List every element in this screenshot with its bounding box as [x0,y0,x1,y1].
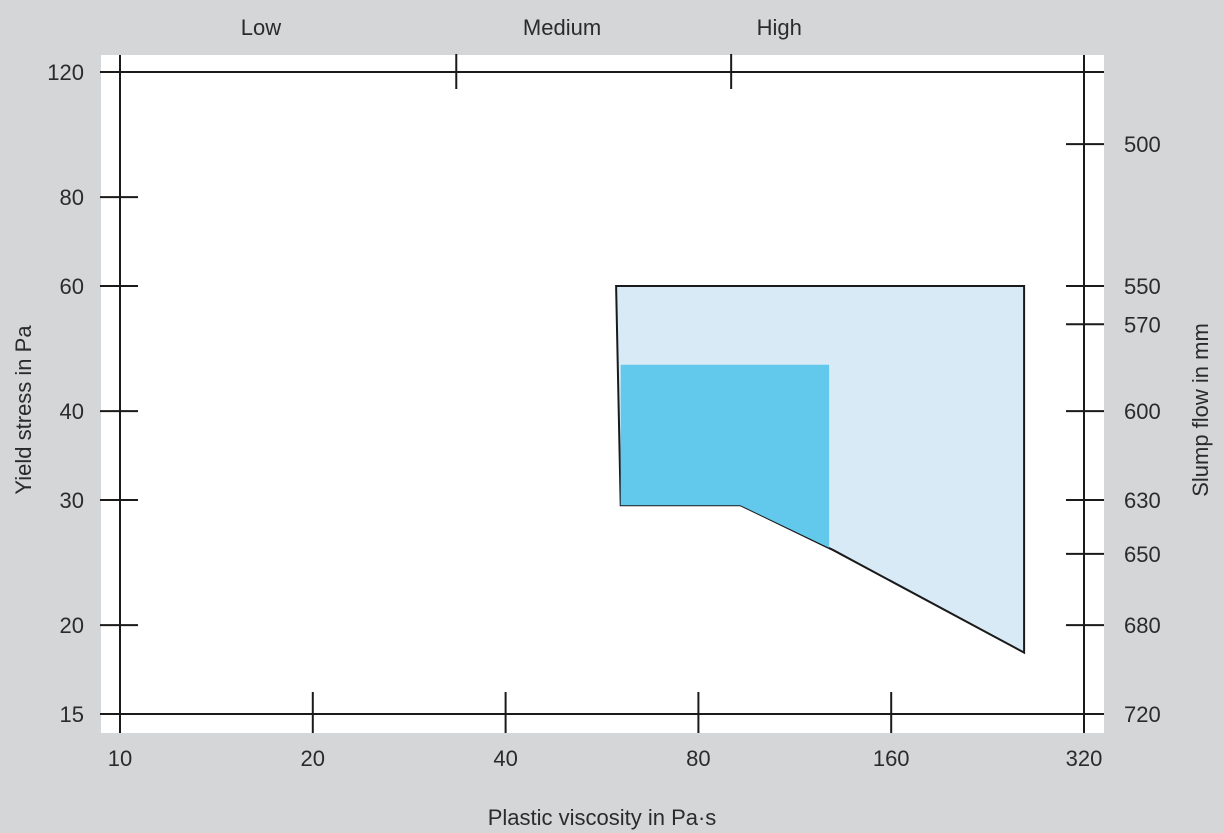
top-category-label: Medium [523,15,601,40]
x-tick-label: 160 [873,746,910,771]
region-inner [620,364,830,548]
y-tick-label: 40 [60,399,84,424]
y2-tick-label: 650 [1124,542,1161,567]
y-tick-label: 120 [47,60,84,85]
y2-tick-label: 630 [1124,488,1161,513]
y-tick-label: 60 [60,274,84,299]
x-tick-label: 320 [1066,746,1103,771]
top-category-label: Low [241,15,281,40]
y-axis-title: Yield stress in Pa [11,325,36,495]
y2-tick-label: 500 [1124,132,1161,157]
y-tick-label: 15 [60,702,84,727]
y2-tick-label: 550 [1124,274,1161,299]
top-category-label: High [757,15,802,40]
y-tick-label: 20 [60,613,84,638]
x-axis-title: Plastic viscosity in Pa·s [488,805,717,830]
x-tick-label: 10 [108,746,132,771]
y2-tick-label: 600 [1124,399,1161,424]
regions [615,285,1026,655]
y2-tick-label: 720 [1124,702,1161,727]
x-tick-label: 20 [301,746,325,771]
tick-labels: 10 20 40 80 160 320 15 20 30 40 60 80 120 500 550 570 60… [47,15,1160,771]
y-tick-label: 30 [60,488,84,513]
y2-tick-label: 570 [1124,312,1161,337]
axes [100,54,1104,733]
y2-axis-title: Slump flow in mm [1188,323,1213,497]
y-tick-label: 80 [60,185,84,210]
x-tick-label: 40 [493,746,517,771]
x-tick-label: 80 [686,746,710,771]
y2-tick-label: 680 [1124,613,1161,638]
